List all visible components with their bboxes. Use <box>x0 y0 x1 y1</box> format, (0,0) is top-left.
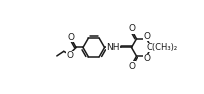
Text: O: O <box>144 54 151 63</box>
Text: O: O <box>68 33 75 42</box>
Text: O: O <box>66 51 73 60</box>
Text: NH: NH <box>106 43 120 52</box>
Text: C(CH₃)₂: C(CH₃)₂ <box>147 43 178 52</box>
Text: O: O <box>144 32 151 41</box>
Text: O: O <box>128 24 135 33</box>
Text: O: O <box>128 62 135 71</box>
